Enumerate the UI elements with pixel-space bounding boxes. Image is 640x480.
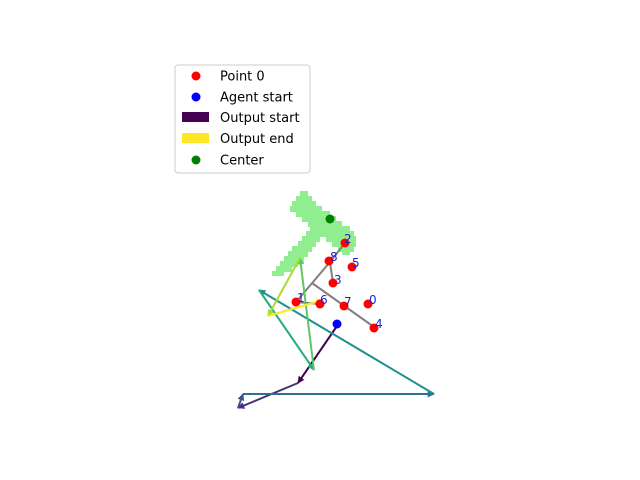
legend: Point 0 Agent start Output start Output … bbox=[174, 64, 311, 174]
path-arrow bbox=[297, 325, 338, 384]
center-marker bbox=[325, 214, 335, 224]
shape-cell bbox=[306, 231, 322, 237]
shape-cell bbox=[292, 201, 316, 207]
skeleton-edge bbox=[295, 261, 331, 303]
point-marker-4 bbox=[369, 323, 379, 333]
point-marker-7 bbox=[339, 301, 349, 311]
legend-item-output-end: Output end bbox=[182, 132, 294, 147]
point-marker-6 bbox=[315, 299, 325, 309]
legend-item-center: Center bbox=[191, 154, 264, 169]
shape-cell bbox=[308, 221, 342, 227]
shape-cell bbox=[302, 236, 320, 242]
shape-cell bbox=[310, 226, 324, 232]
shape-cell bbox=[296, 211, 330, 217]
shape-cell bbox=[320, 231, 354, 237]
legend-item-point-0: Point 0 bbox=[191, 70, 265, 85]
shape-cell bbox=[342, 251, 350, 255]
point-label-6: 6 bbox=[320, 293, 328, 307]
shape-cell bbox=[292, 246, 312, 252]
path-arrow bbox=[258, 289, 435, 395]
shape-cell bbox=[314, 226, 350, 232]
point-marker-3 bbox=[328, 278, 338, 288]
legend-item-agent-start: Agent start bbox=[191, 91, 293, 106]
legend-label-agent-start: Agent start bbox=[220, 91, 293, 106]
point-label-1: 1 bbox=[297, 291, 305, 305]
shape-cell bbox=[326, 236, 356, 242]
point-marker-1 bbox=[291, 297, 301, 307]
point-marker-2 bbox=[340, 238, 350, 248]
point-label-0: 0 bbox=[369, 293, 377, 307]
legend-frame bbox=[174, 64, 311, 174]
agent-start-marker bbox=[332, 319, 342, 329]
point-marker-0 bbox=[363, 299, 373, 309]
shape-cell bbox=[298, 241, 316, 247]
shape-cell bbox=[288, 251, 308, 257]
shape-cell bbox=[280, 261, 298, 267]
point-label-8: 8 bbox=[330, 250, 338, 264]
shape-cell bbox=[296, 196, 312, 202]
agent-path bbox=[237, 257, 435, 409]
path-arrow bbox=[297, 257, 315, 371]
path-arrow bbox=[267, 298, 324, 317]
shape-cell bbox=[276, 266, 292, 272]
point-label-2: 2 bbox=[344, 232, 352, 246]
shape-cell bbox=[290, 206, 322, 212]
legend-swatch-output-end bbox=[182, 133, 209, 143]
legend-label-center: Center bbox=[220, 154, 264, 169]
path-arrow bbox=[258, 289, 315, 371]
shape-cell bbox=[300, 191, 308, 197]
point-label-4: 4 bbox=[375, 317, 383, 331]
path-arrow bbox=[267, 257, 301, 317]
legend-label-output-start: Output start bbox=[220, 111, 300, 126]
point-marker-5 bbox=[347, 262, 357, 272]
point-marker-8 bbox=[324, 256, 334, 266]
target-shape bbox=[272, 191, 356, 276]
legend-label-output-end: Output end bbox=[220, 132, 294, 147]
points-layer: 0 1 2 3 4 5 6 7 8 bbox=[291, 232, 383, 333]
legend-marker-center bbox=[191, 155, 201, 165]
legend-swatch-output-start bbox=[182, 112, 209, 122]
point-label-3: 3 bbox=[334, 273, 342, 287]
path-arrow bbox=[237, 393, 245, 409]
legend-marker-agent-start bbox=[191, 92, 201, 102]
shape-cell bbox=[284, 256, 304, 262]
legend-label-point-0: Point 0 bbox=[220, 70, 265, 85]
legend-marker-point-0 bbox=[191, 71, 201, 81]
shape-cell bbox=[338, 246, 354, 252]
path-arrow bbox=[237, 382, 299, 409]
shape-cell bbox=[272, 271, 284, 276]
point-label-5: 5 bbox=[352, 256, 360, 270]
legend-item-output-start: Output start bbox=[182, 111, 300, 126]
shape-cell bbox=[302, 216, 336, 222]
point-label-7: 7 bbox=[344, 295, 352, 309]
